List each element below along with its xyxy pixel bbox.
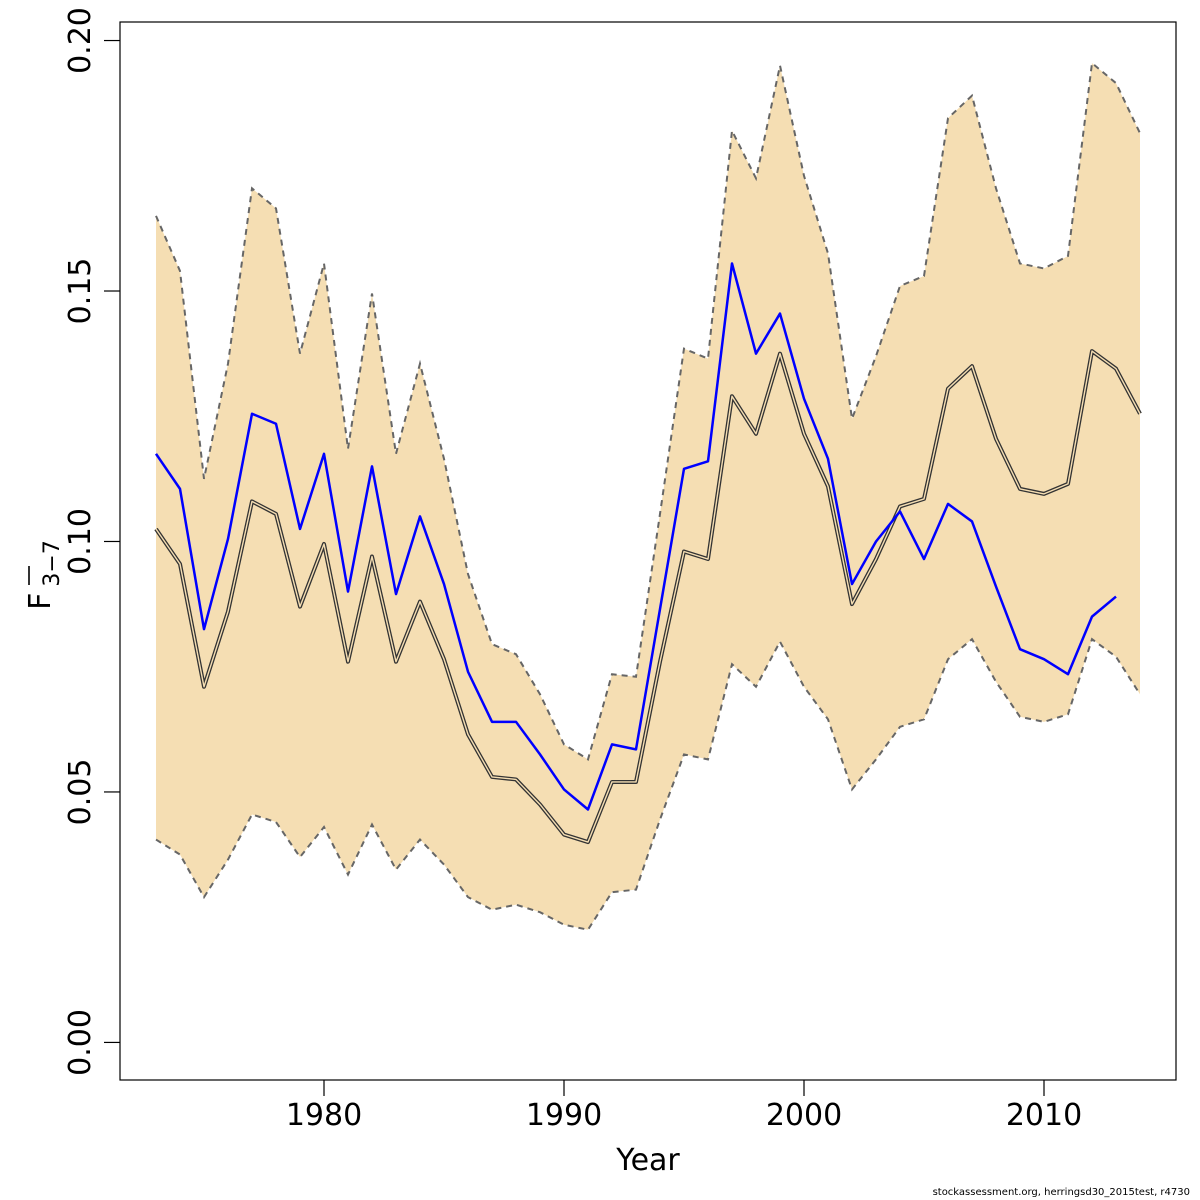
y-axis: 0.00 0.05 0.10 0.15 0.20 — [63, 7, 120, 1076]
x-tick-label: 1990 — [526, 1098, 602, 1133]
y-axis-title: F 3−7 — [23, 540, 65, 610]
confidence-lower-line — [155, 637, 1141, 931]
y-axis-title-sub: 3−7 — [40, 540, 65, 586]
x-tick-label: 2000 — [766, 1098, 842, 1133]
y-tick-label: 0.15 — [63, 258, 98, 325]
y-tick-label: 0.05 — [63, 759, 98, 826]
y-tick-label: 0.20 — [63, 7, 98, 74]
x-tick-label: 1980 — [286, 1098, 362, 1133]
svg-text:F3−7: F 3−7 — [23, 540, 65, 610]
retrospective-line — [154, 262, 1117, 811]
y-tick-label: 0.10 — [63, 508, 98, 575]
x-tick-label: 2010 — [1006, 1098, 1082, 1133]
y-tick-label: 0.00 — [63, 1009, 98, 1076]
estimate-line — [154, 349, 1142, 845]
x-axis: 1980 1990 2000 2010 — [286, 1080, 1082, 1133]
footer-credit: stockassessment.org, herringsd30_2015tes… — [932, 1187, 1190, 1198]
estimate-line-inner — [155, 350, 1141, 843]
plot-frame — [119, 21, 1177, 1081]
x-axis-title: Year — [615, 1143, 680, 1178]
confidence-band — [156, 63, 1140, 930]
y-axis-title-main: F — [23, 593, 58, 610]
plot-area — [154, 61, 1142, 931]
